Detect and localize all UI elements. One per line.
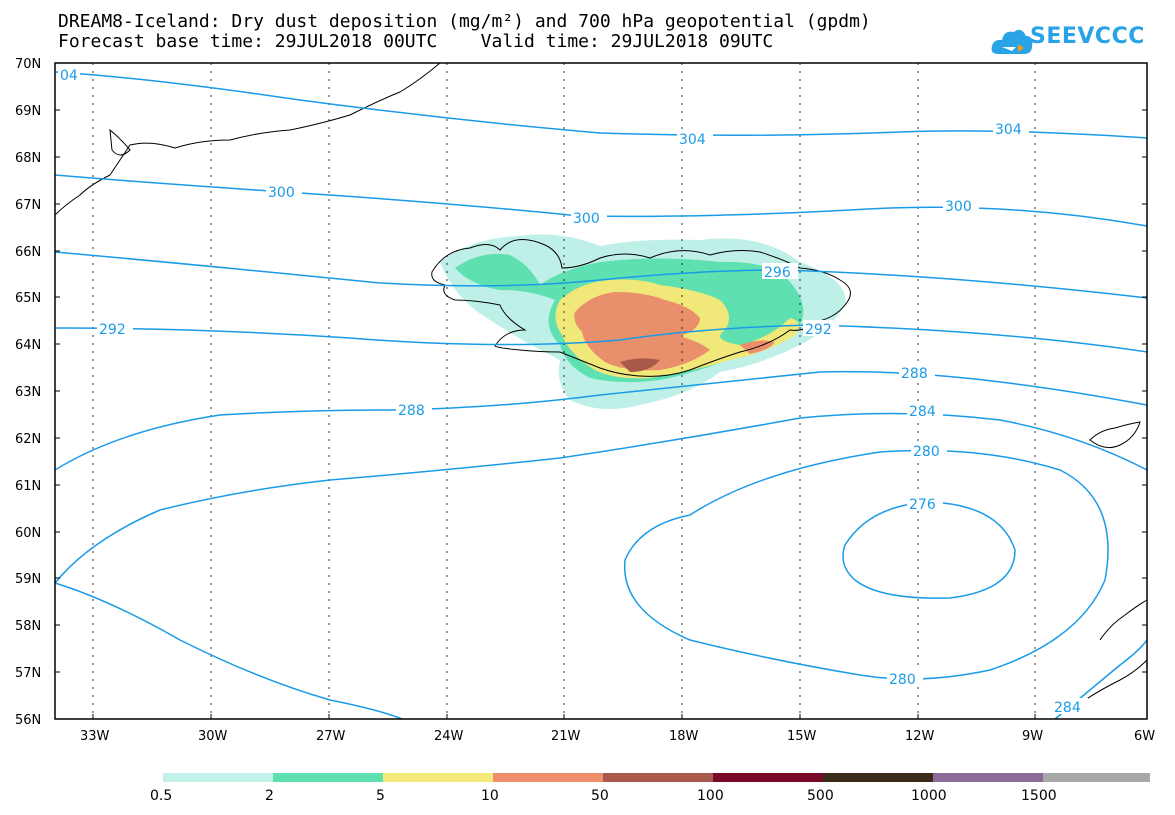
contour-label: 288 (901, 366, 928, 382)
contour-label: 296 (764, 265, 791, 281)
lon-label: 24W (434, 729, 464, 744)
contour-label: 300 (945, 199, 972, 215)
lat-label: 63N (15, 385, 41, 400)
longitude-axis: 33W 30W 27W 24W 21W 18W 15W 12W 9W 6W (80, 714, 1155, 744)
lat-label: 70N (15, 57, 41, 72)
cloud-logo-icon (991, 29, 1033, 54)
contour-label: 288 (398, 403, 425, 419)
faroe-coast (1089, 421, 1141, 449)
lon-label: 21W (551, 729, 581, 744)
contour-288-west (54, 409, 393, 471)
contour-label: 292 (805, 322, 832, 338)
colorbar-swatch (603, 773, 713, 782)
colorbar-swatch (823, 773, 933, 782)
lon-label: 27W (316, 729, 346, 744)
lon-label: 15W (787, 729, 817, 744)
contour-292 (54, 324, 1148, 353)
contour-label: 304 (995, 122, 1022, 138)
lon-label: 9W (1022, 729, 1043, 744)
contour-label: 284 (1054, 700, 1081, 716)
colorbar-swatch (163, 773, 273, 782)
dust-deposition-layer (440, 234, 846, 409)
lat-label: 67N (15, 198, 41, 213)
lon-label: 33W (80, 729, 110, 744)
colorbar-label: 500 (807, 788, 834, 804)
greenland-coast-2 (109, 128, 131, 156)
lat-label: 60N (15, 526, 41, 541)
lat-label: 66N (15, 245, 41, 260)
contour-label: 300 (573, 211, 600, 227)
colorbar-label: 10 (481, 788, 499, 804)
contour-label: 304 (679, 132, 706, 148)
contour-label: 280 (913, 444, 940, 460)
lat-label: 59N (15, 572, 41, 587)
norway-coast-south (1099, 599, 1148, 641)
colorbar-swatch (493, 773, 603, 782)
contour-304 (54, 71, 1148, 139)
lon-label: 18W (669, 729, 699, 744)
contour-296 (54, 251, 1148, 299)
colorbar-swatch (1043, 773, 1150, 782)
contour-labels: 04 304 304 300 300 300 296 292 292 288 2… (58, 66, 1088, 716)
gridlines (92, 63, 1036, 719)
colorbar-swatch (383, 773, 493, 782)
contour-label: 280 (889, 672, 916, 688)
colorbar-label: 2 (265, 788, 274, 804)
lat-label: 56N (15, 713, 41, 728)
colorbar-label: 0.5 (150, 788, 172, 804)
lon-label: 30W (198, 729, 228, 744)
contour-280 (623, 449, 1109, 680)
contour-label: 04 (60, 68, 78, 84)
contour-284-west-bottom (54, 582, 403, 720)
colorbar-swatch (273, 773, 383, 782)
colorbar-swatch (713, 773, 823, 782)
contour-label: 292 (99, 322, 126, 338)
latitude-axis: 70N 69N 68N 67N 66N 65N 64N 63N 62N 61N … (15, 57, 1147, 728)
contour-288 (391, 370, 1148, 411)
colorbar-label: 100 (697, 788, 724, 804)
contour-284 (54, 412, 1148, 584)
colorbar-label: 50 (591, 788, 609, 804)
lat-label: 64N (15, 338, 41, 353)
map-title-line2: Forecast base time: 29JUL2018 00UTC Vali… (58, 31, 774, 52)
colorbar-swatch (933, 773, 1043, 782)
lat-label: 68N (15, 151, 41, 166)
map-title-line1: DREAM8-Iceland: Dry dust deposition (mg/… (58, 11, 871, 32)
lat-label: 62N (15, 432, 41, 447)
lat-label: 61N (15, 479, 41, 494)
lon-label: 12W (905, 729, 935, 744)
colorbar-label: 1000 (911, 788, 947, 804)
lat-label: 69N (15, 104, 41, 119)
colorbar: 0.5 2 5 10 50 100 500 1000 1500 (150, 773, 1150, 804)
colorbar-label: 1500 (1021, 788, 1057, 804)
lat-label: 57N (15, 666, 41, 681)
lat-label: 65N (15, 291, 41, 306)
norway-coast-low (1084, 659, 1148, 701)
dust-region-50 (620, 358, 660, 372)
lon-label: 6W (1134, 729, 1155, 744)
logo-text: SEEVCCC (1030, 24, 1145, 49)
contour-label: 300 (268, 185, 295, 201)
contour-label: 276 (909, 497, 936, 513)
dust-region-10 (574, 292, 710, 371)
contour-label: 284 (909, 404, 936, 420)
colorbar-label: 5 (376, 788, 385, 804)
lat-label: 58N (15, 619, 41, 634)
